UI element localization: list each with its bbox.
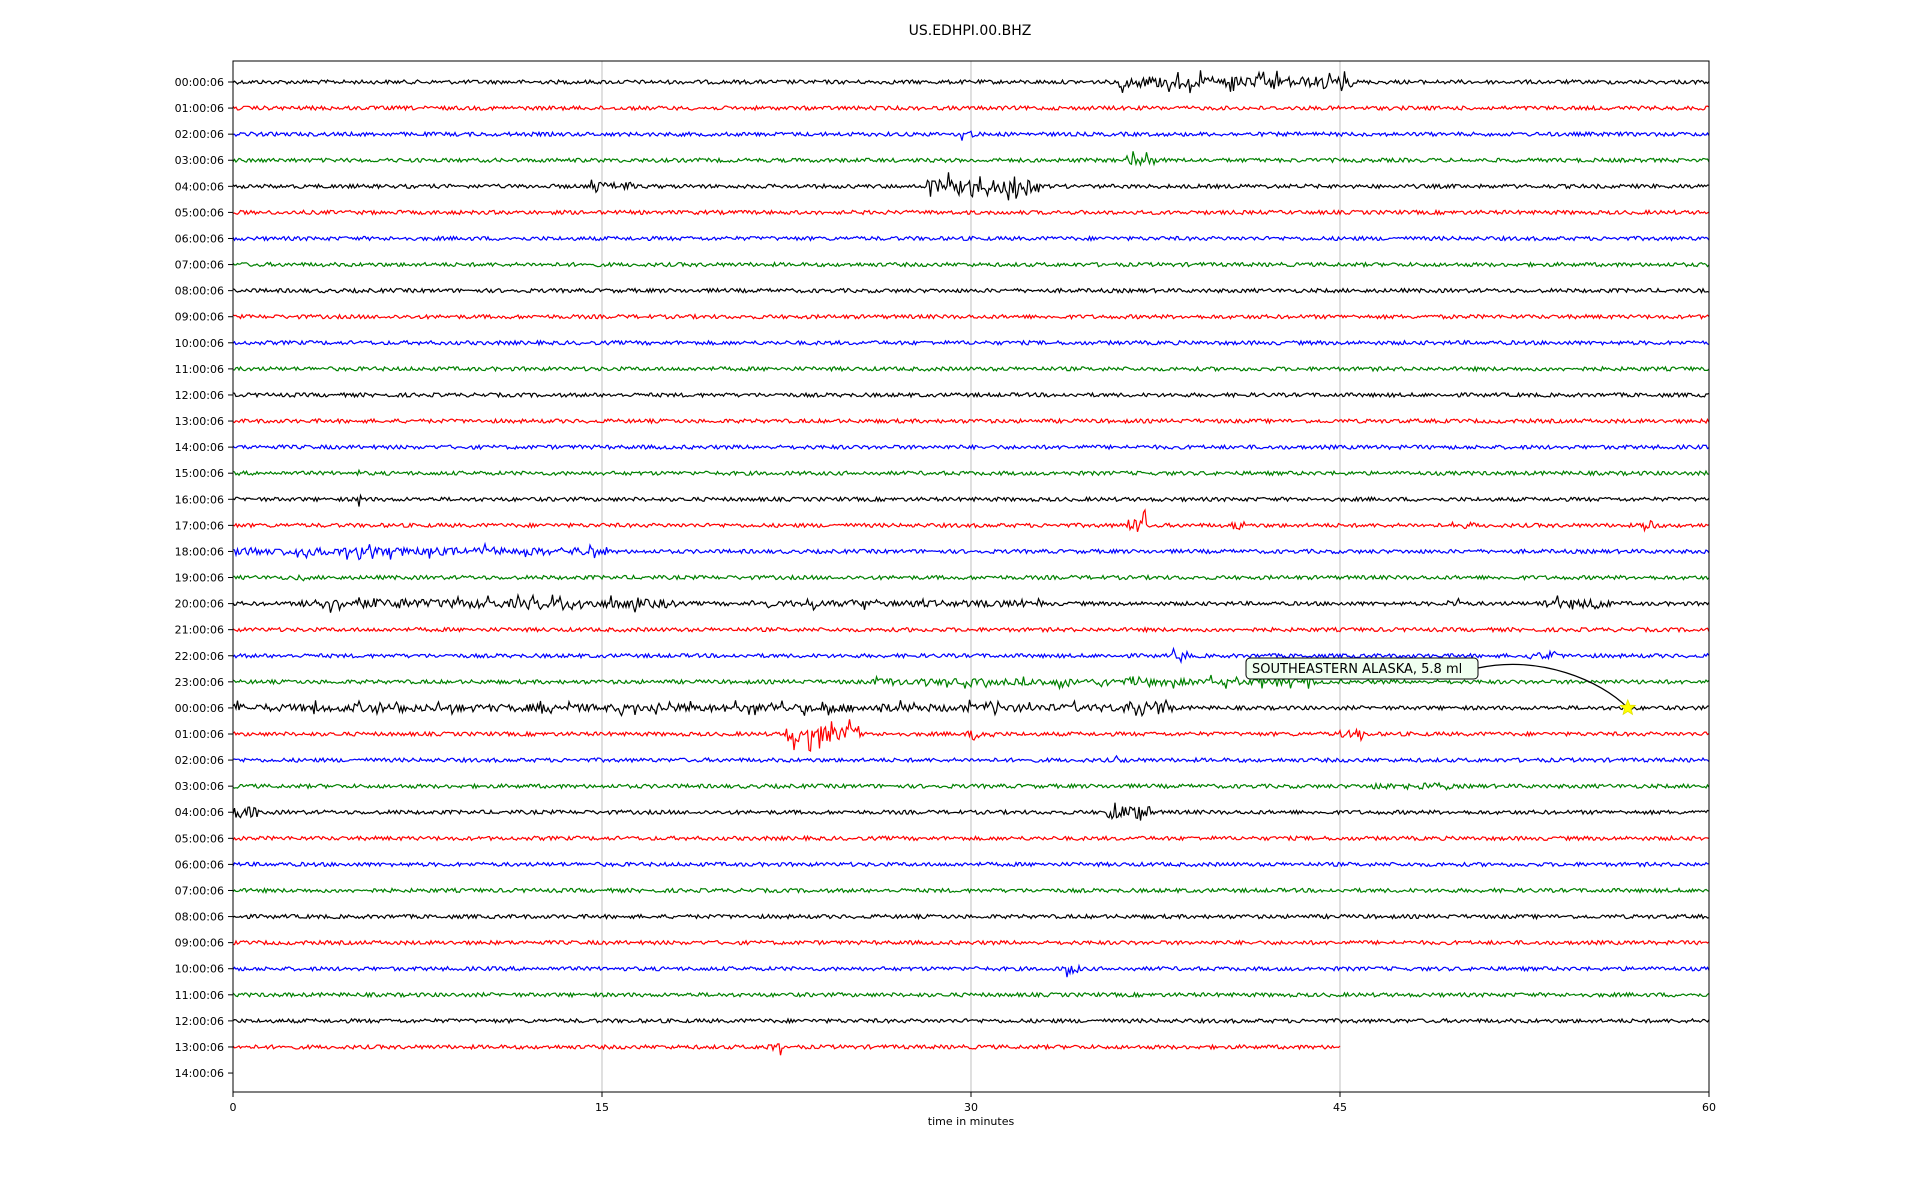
trace-row-16	[232, 493, 1710, 507]
row-label-15: 15:00:06	[175, 467, 224, 480]
row-label-23: 23:00:06	[175, 676, 224, 689]
trace-row-2	[232, 130, 1710, 141]
row-label-25: 01:00:06	[175, 728, 224, 741]
row-label-3: 03:00:06	[175, 154, 224, 167]
x-tick-label-4: 60	[1702, 1101, 1716, 1114]
trace-row-33	[232, 939, 1710, 947]
trace-row-37	[232, 1043, 1341, 1056]
row-label-38: 14:00:06	[175, 1067, 224, 1080]
trace-row-21	[232, 626, 1710, 634]
row-label-4: 04:00:06	[175, 180, 224, 193]
annotation-arrow	[1477, 663, 1629, 709]
trace-row-4	[232, 172, 1709, 201]
x-axis-label: time in minutes	[928, 1115, 1015, 1128]
trace-row-17	[232, 508, 1710, 533]
annotation-label: SOUTHEASTERN ALASKA, 5.8 ml	[1252, 662, 1462, 677]
x-tick-label-3: 45	[1333, 1101, 1347, 1114]
row-label-17: 17:00:06	[175, 519, 224, 532]
row-label-30: 06:00:06	[175, 858, 224, 871]
x-tick-label-1: 15	[595, 1101, 609, 1114]
trace-group	[232, 70, 1710, 1056]
trace-row-35	[232, 991, 1710, 999]
trace-row-22	[232, 646, 1710, 665]
row-label-7: 07:00:06	[175, 259, 224, 272]
trace-row-15	[232, 468, 1710, 477]
row-label-0: 00:00:06	[175, 76, 224, 89]
row-label-26: 02:00:06	[175, 754, 224, 767]
chart-title: US.EDHPI.00.BHZ	[909, 23, 1032, 39]
trace-row-18	[232, 541, 1710, 561]
trace-row-6	[232, 234, 1710, 242]
trace-row-3	[232, 151, 1710, 167]
row-label-18: 18:00:06	[175, 545, 224, 558]
trace-row-20	[232, 592, 1710, 613]
plot-frame	[232, 60, 1710, 1093]
row-label-20: 20:00:06	[175, 598, 224, 611]
annotation-box	[1245, 657, 1479, 680]
trace-row-8	[232, 287, 1710, 295]
trace-row-10	[232, 339, 1710, 347]
row-label-22: 22:00:06	[175, 650, 224, 663]
row-label-29: 05:00:06	[175, 832, 224, 845]
trace-row-30	[232, 860, 1710, 868]
row-label-11: 11:00:06	[175, 363, 224, 376]
row-label-5: 05:00:06	[175, 206, 224, 219]
row-label-24: 00:00:06	[175, 702, 224, 715]
row-label-14: 14:00:06	[175, 441, 224, 454]
row-label-31: 07:00:06	[175, 884, 224, 897]
row-label-37: 13:00:06	[175, 1041, 224, 1054]
trace-row-23	[232, 674, 1710, 691]
trace-row-11	[232, 365, 1710, 373]
trace-row-32	[232, 912, 1710, 921]
trace-row-9	[232, 313, 1710, 321]
trace-row-5	[232, 208, 1710, 216]
row-label-35: 11:00:06	[175, 989, 224, 1002]
trace-row-36	[232, 1017, 1710, 1025]
row-label-group: 00:00:06 01:00:06 02:00:06 03:00:06 04:00:06…	[175, 76, 233, 1080]
trace-row-31	[232, 886, 1710, 895]
trace-row-19	[233, 573, 1710, 582]
x-tick-group: 0 15 30 45 60	[230, 1092, 1716, 1114]
trace-row-27	[232, 781, 1710, 791]
row-label-2: 02:00:06	[175, 128, 224, 141]
row-label-13: 13:00:06	[175, 415, 224, 428]
row-label-19: 19:00:06	[175, 572, 224, 585]
trace-row-13	[232, 417, 1710, 425]
row-label-33: 09:00:06	[175, 937, 224, 950]
row-label-34: 10:00:06	[175, 963, 224, 976]
row-label-21: 21:00:06	[175, 624, 224, 637]
event-annotation: SOUTHEASTERN ALASKA, 5.8 ml	[1245, 657, 1637, 716]
x-tick-label-0: 0	[230, 1101, 237, 1114]
trace-row-14	[232, 443, 1710, 451]
x-tick-label-2: 30	[964, 1101, 978, 1114]
row-label-12: 12:00:06	[175, 389, 224, 402]
trace-row-26	[232, 754, 1710, 764]
row-label-8: 08:00:06	[175, 285, 224, 298]
trace-row-12	[232, 391, 1710, 399]
row-label-9: 09:00:06	[175, 311, 224, 324]
row-label-6: 06:00:06	[175, 232, 224, 245]
row-label-32: 08:00:06	[175, 911, 224, 924]
row-label-1: 01:00:06	[175, 102, 224, 115]
row-label-27: 03:00:06	[175, 780, 224, 793]
row-label-10: 10:00:06	[175, 337, 224, 350]
trace-row-34	[232, 963, 1710, 978]
row-label-36: 12:00:06	[175, 1015, 224, 1028]
row-label-16: 16:00:06	[175, 493, 224, 506]
trace-row-25	[232, 719, 1710, 753]
trace-row-1	[232, 104, 1710, 112]
event-star-marker	[1619, 698, 1637, 716]
trace-row-7	[232, 261, 1710, 269]
row-label-28: 04:00:06	[175, 806, 224, 819]
trace-row-29	[232, 834, 1710, 843]
trace-row-0	[232, 70, 1710, 94]
trace-row-28	[232, 802, 1710, 821]
trace-row-24	[232, 698, 1710, 718]
